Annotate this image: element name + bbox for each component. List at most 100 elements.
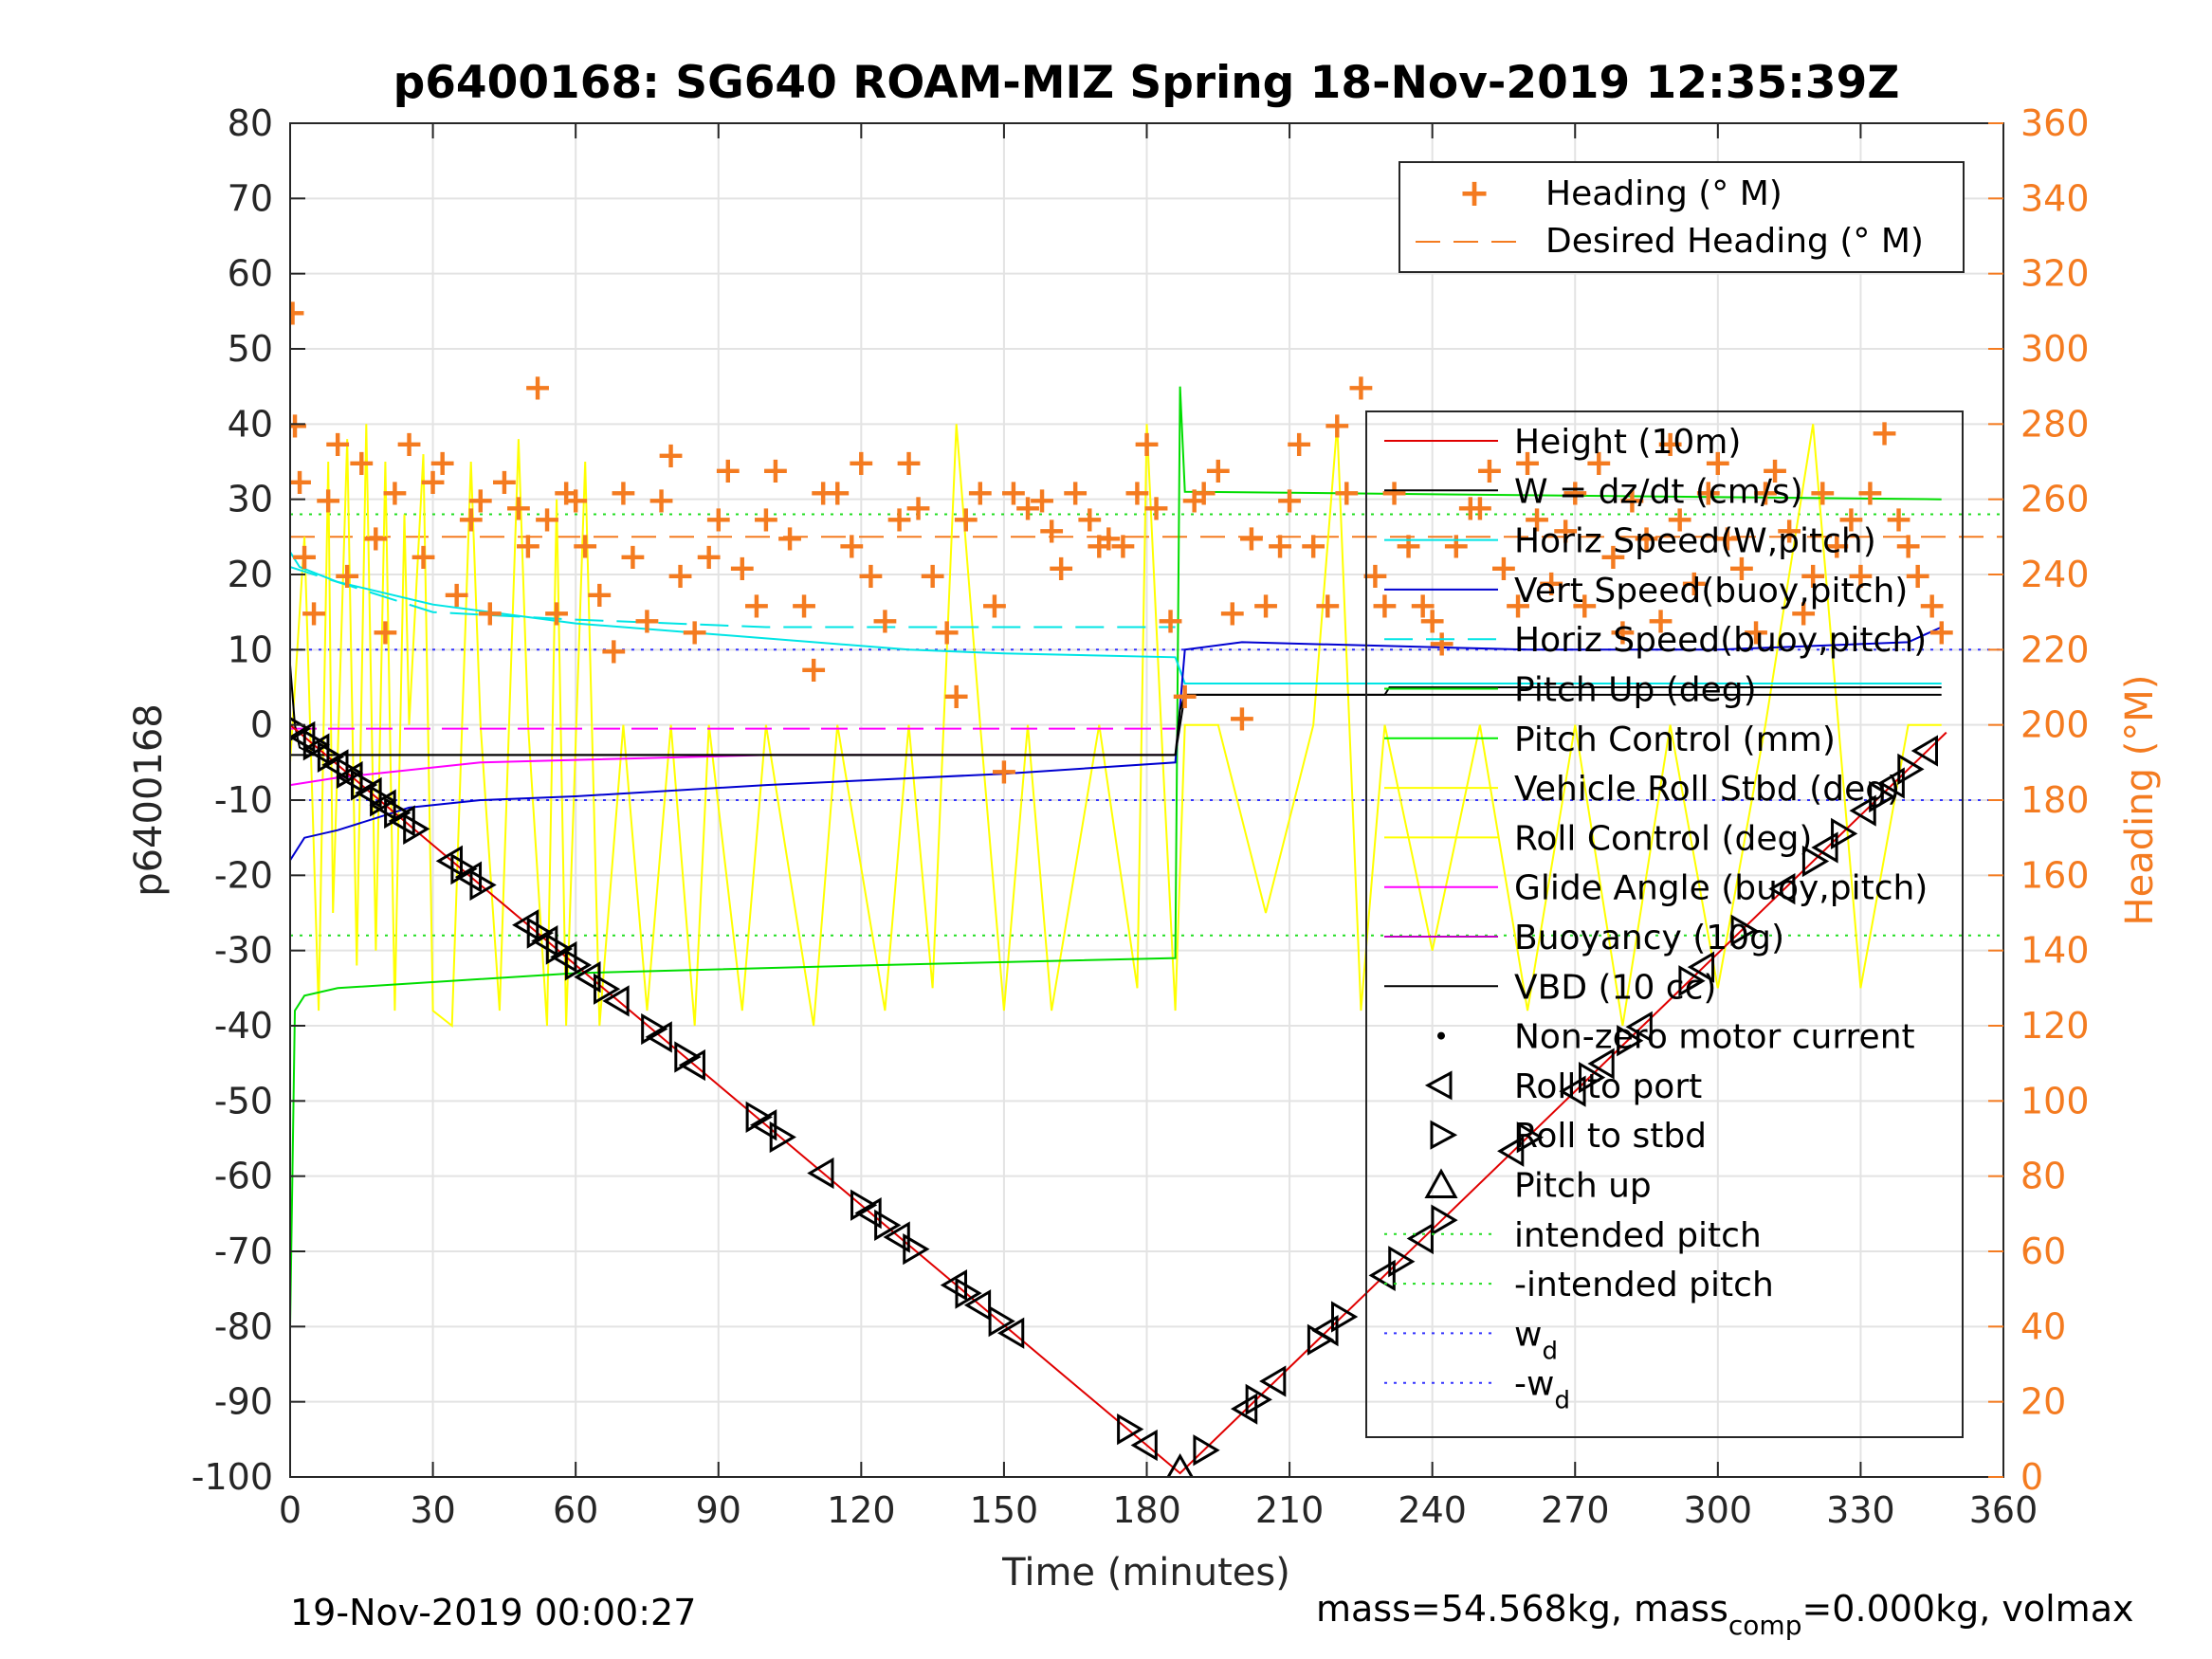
heading-legend-box (1398, 161, 1965, 273)
y-tick-label: 60 (228, 253, 273, 295)
heading-marker: + (1074, 499, 1105, 540)
heading-marker: + (1236, 517, 1267, 558)
y-axis-left-label: p6400168 (127, 703, 171, 897)
heading-marker: + (632, 600, 663, 642)
x-tick-label: 210 (1255, 1489, 1325, 1531)
heading-marker: + (1380, 472, 1410, 514)
legend-label: Roll to stbd (1514, 1117, 1707, 1156)
heading-marker: + (1903, 555, 1933, 596)
heading-marker: + (1123, 472, 1153, 514)
heading-marker: + (1750, 472, 1781, 514)
x-tick-label: 330 (1826, 1489, 1895, 1531)
heading-marker: + (489, 461, 520, 502)
legend-label: Non-zero motor current (1514, 1018, 1915, 1057)
roll-stbd-marker (384, 796, 411, 830)
heading-marker: + (299, 592, 329, 634)
roll-port-marker (1368, 1259, 1396, 1291)
heading-marker: + (798, 648, 829, 690)
vbd-line (290, 693, 1942, 757)
heading-marker: + (1489, 547, 1519, 589)
heading-marker: + (584, 574, 614, 615)
main-legend-box (1365, 410, 1964, 1438)
heading-marker: + (513, 524, 543, 566)
heading-marker: + (1345, 367, 1376, 409)
y-tick-label: 80 (228, 102, 273, 144)
heading-marker: + (418, 461, 448, 502)
y-right-tick-label: 140 (2020, 930, 2090, 972)
heading-marker: + (1560, 472, 1590, 514)
roll-port-marker (1497, 1135, 1525, 1167)
legend-label: Vehicle Roll Stbd (deg) (1514, 770, 1900, 809)
main-legend: Height (10m) W = dz/dt (cm/s) Horiz Speed(… (1365, 410, 1964, 1438)
roll-stbd-marker (674, 1041, 702, 1073)
legend-label: Vert Speed(buoy,pitch) (1514, 572, 1908, 611)
roll-stbd-marker (564, 949, 593, 981)
heading-marker: + (647, 480, 677, 521)
heading-marker: + (1608, 611, 1638, 653)
heading-marker: + (1132, 423, 1162, 465)
x-tick-label: 150 (970, 1489, 1039, 1531)
x-axis-ticks: 0 30 60 90 120 150 180 210 240 270 300 330 360 (279, 123, 2038, 1531)
roll-port-marker (963, 1289, 992, 1322)
heading-marker: + (666, 555, 696, 596)
vert-speed-line (290, 626, 1943, 862)
roll-stbd-marker (1730, 914, 1758, 946)
roll-stbd-marker (1388, 1246, 1416, 1278)
roll-stbd-marker (641, 1012, 668, 1046)
heading-marker: + (1093, 517, 1124, 558)
y-right-tick-label: 280 (2020, 403, 2090, 445)
heading-marker: + (1370, 585, 1400, 627)
heading-marker: + (1265, 524, 1295, 566)
pitch-up-marker (1166, 1453, 1194, 1477)
heading-marker: + (608, 472, 638, 514)
y-right-tick-label: 200 (2020, 704, 2090, 746)
heading-marker: + (822, 472, 852, 514)
heading-marker: + (1298, 524, 1328, 566)
y-tick-label: -80 (214, 1305, 273, 1347)
heading-marker: + (1394, 524, 1424, 566)
roll-stbd-marker (317, 740, 345, 774)
legend-label: Glide Angle (buoy,pitch) (1514, 869, 1928, 908)
heading-marker: + (1893, 524, 1924, 566)
y-tick-label: -30 (214, 930, 273, 972)
x-tick-label: 240 (1398, 1489, 1467, 1531)
roll-stbd-marker (302, 729, 331, 761)
heading-marker: + (409, 536, 439, 577)
heading-marker: + (680, 611, 710, 653)
roll-stbd-marker (469, 868, 497, 902)
y-tick-label: 10 (228, 629, 273, 670)
heading-marker: + (1331, 472, 1362, 514)
y-tick-label: 50 (228, 328, 273, 370)
heading-legend-marker: + (1458, 172, 1490, 215)
heading-marker: + (836, 524, 867, 566)
heading-marker: + (560, 480, 591, 521)
heading-marker: + (1884, 499, 1914, 540)
heading-marker: + (1474, 449, 1505, 491)
heading-marker: + (1503, 585, 1533, 627)
roll-port-marker (1559, 1075, 1586, 1107)
legend-motor-current-dot (1437, 1031, 1445, 1040)
heading-marker: + (428, 442, 458, 483)
y-right-tick-label: 340 (2020, 177, 2090, 219)
legend-label: W = dz/dt (cm/s) (1514, 472, 1803, 511)
heading-marker: + (1217, 592, 1248, 634)
heading-marker: + (1027, 480, 1057, 521)
heading-marker: + (951, 499, 981, 540)
roll-port-marker (1259, 1365, 1287, 1397)
legend-label: Horiz Speed(buoy,pitch) (1514, 621, 1927, 660)
heading-marker: + (1013, 487, 1043, 529)
heading-legend: + Heading (° M) Desired Heading (° M) (1398, 161, 1965, 273)
heading-marker: + (1536, 562, 1566, 604)
heading-marker: + (941, 675, 972, 717)
roll-stbd-marker (350, 769, 378, 801)
heading-marker: + (1665, 499, 1695, 540)
heading-marker: + (1084, 524, 1114, 566)
legend-label: Height (10m) (1514, 423, 1741, 462)
heading-marker: + (598, 629, 629, 671)
y-right-tick-label: 160 (2020, 854, 2090, 896)
legend-subscript: d (1554, 1387, 1570, 1415)
legend-label: Roll Control (deg) (1514, 819, 1812, 858)
heading-marker: + (475, 592, 505, 634)
roll-stbd-marker (1330, 1301, 1359, 1333)
footer-mass-b: =0.000kg, volmax (1801, 1588, 2133, 1630)
